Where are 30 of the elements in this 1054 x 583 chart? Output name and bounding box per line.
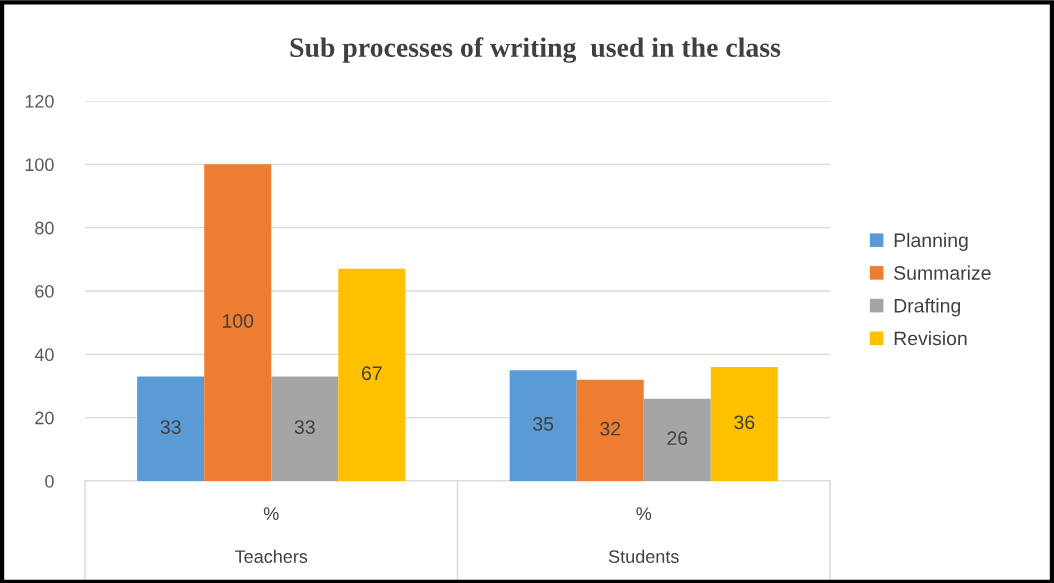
y-tick-label: 20 [35, 411, 54, 425]
bar [710, 367, 778, 481]
y-tick-label: 60 [35, 284, 54, 298]
chart-title: Sub processes of writing used in the class [290, 37, 781, 63]
y-tick-label: 0 [45, 474, 54, 488]
bar [137, 376, 205, 481]
data-label: 33 [294, 420, 315, 434]
y-tick-label: 120 [25, 94, 54, 108]
bar [338, 268, 406, 481]
bar [643, 398, 711, 481]
bar [509, 370, 577, 481]
category-label: % Students [608, 507, 679, 563]
legend-label: Planning [894, 232, 968, 251]
legend-label: Revision [894, 331, 967, 346]
legend-label: Drafting [894, 298, 961, 317]
category-label: % Teachers [235, 507, 308, 563]
data-label: 36 [734, 415, 755, 430]
data-label: 100 [222, 314, 254, 328]
y-tick-label: 80 [35, 221, 54, 235]
bar [204, 164, 272, 481]
y-tick-label: 100 [25, 158, 54, 172]
bar [576, 379, 644, 481]
data-label: 32 [600, 421, 621, 436]
legend-label: Summarize [894, 265, 991, 280]
data-label: 67 [362, 366, 382, 381]
y-tick-label: 40 [34, 348, 54, 362]
bar [271, 376, 339, 481]
data-label: 26 [667, 431, 688, 446]
data-label: 35 [533, 417, 554, 431]
data-label: 33 [160, 420, 181, 434]
